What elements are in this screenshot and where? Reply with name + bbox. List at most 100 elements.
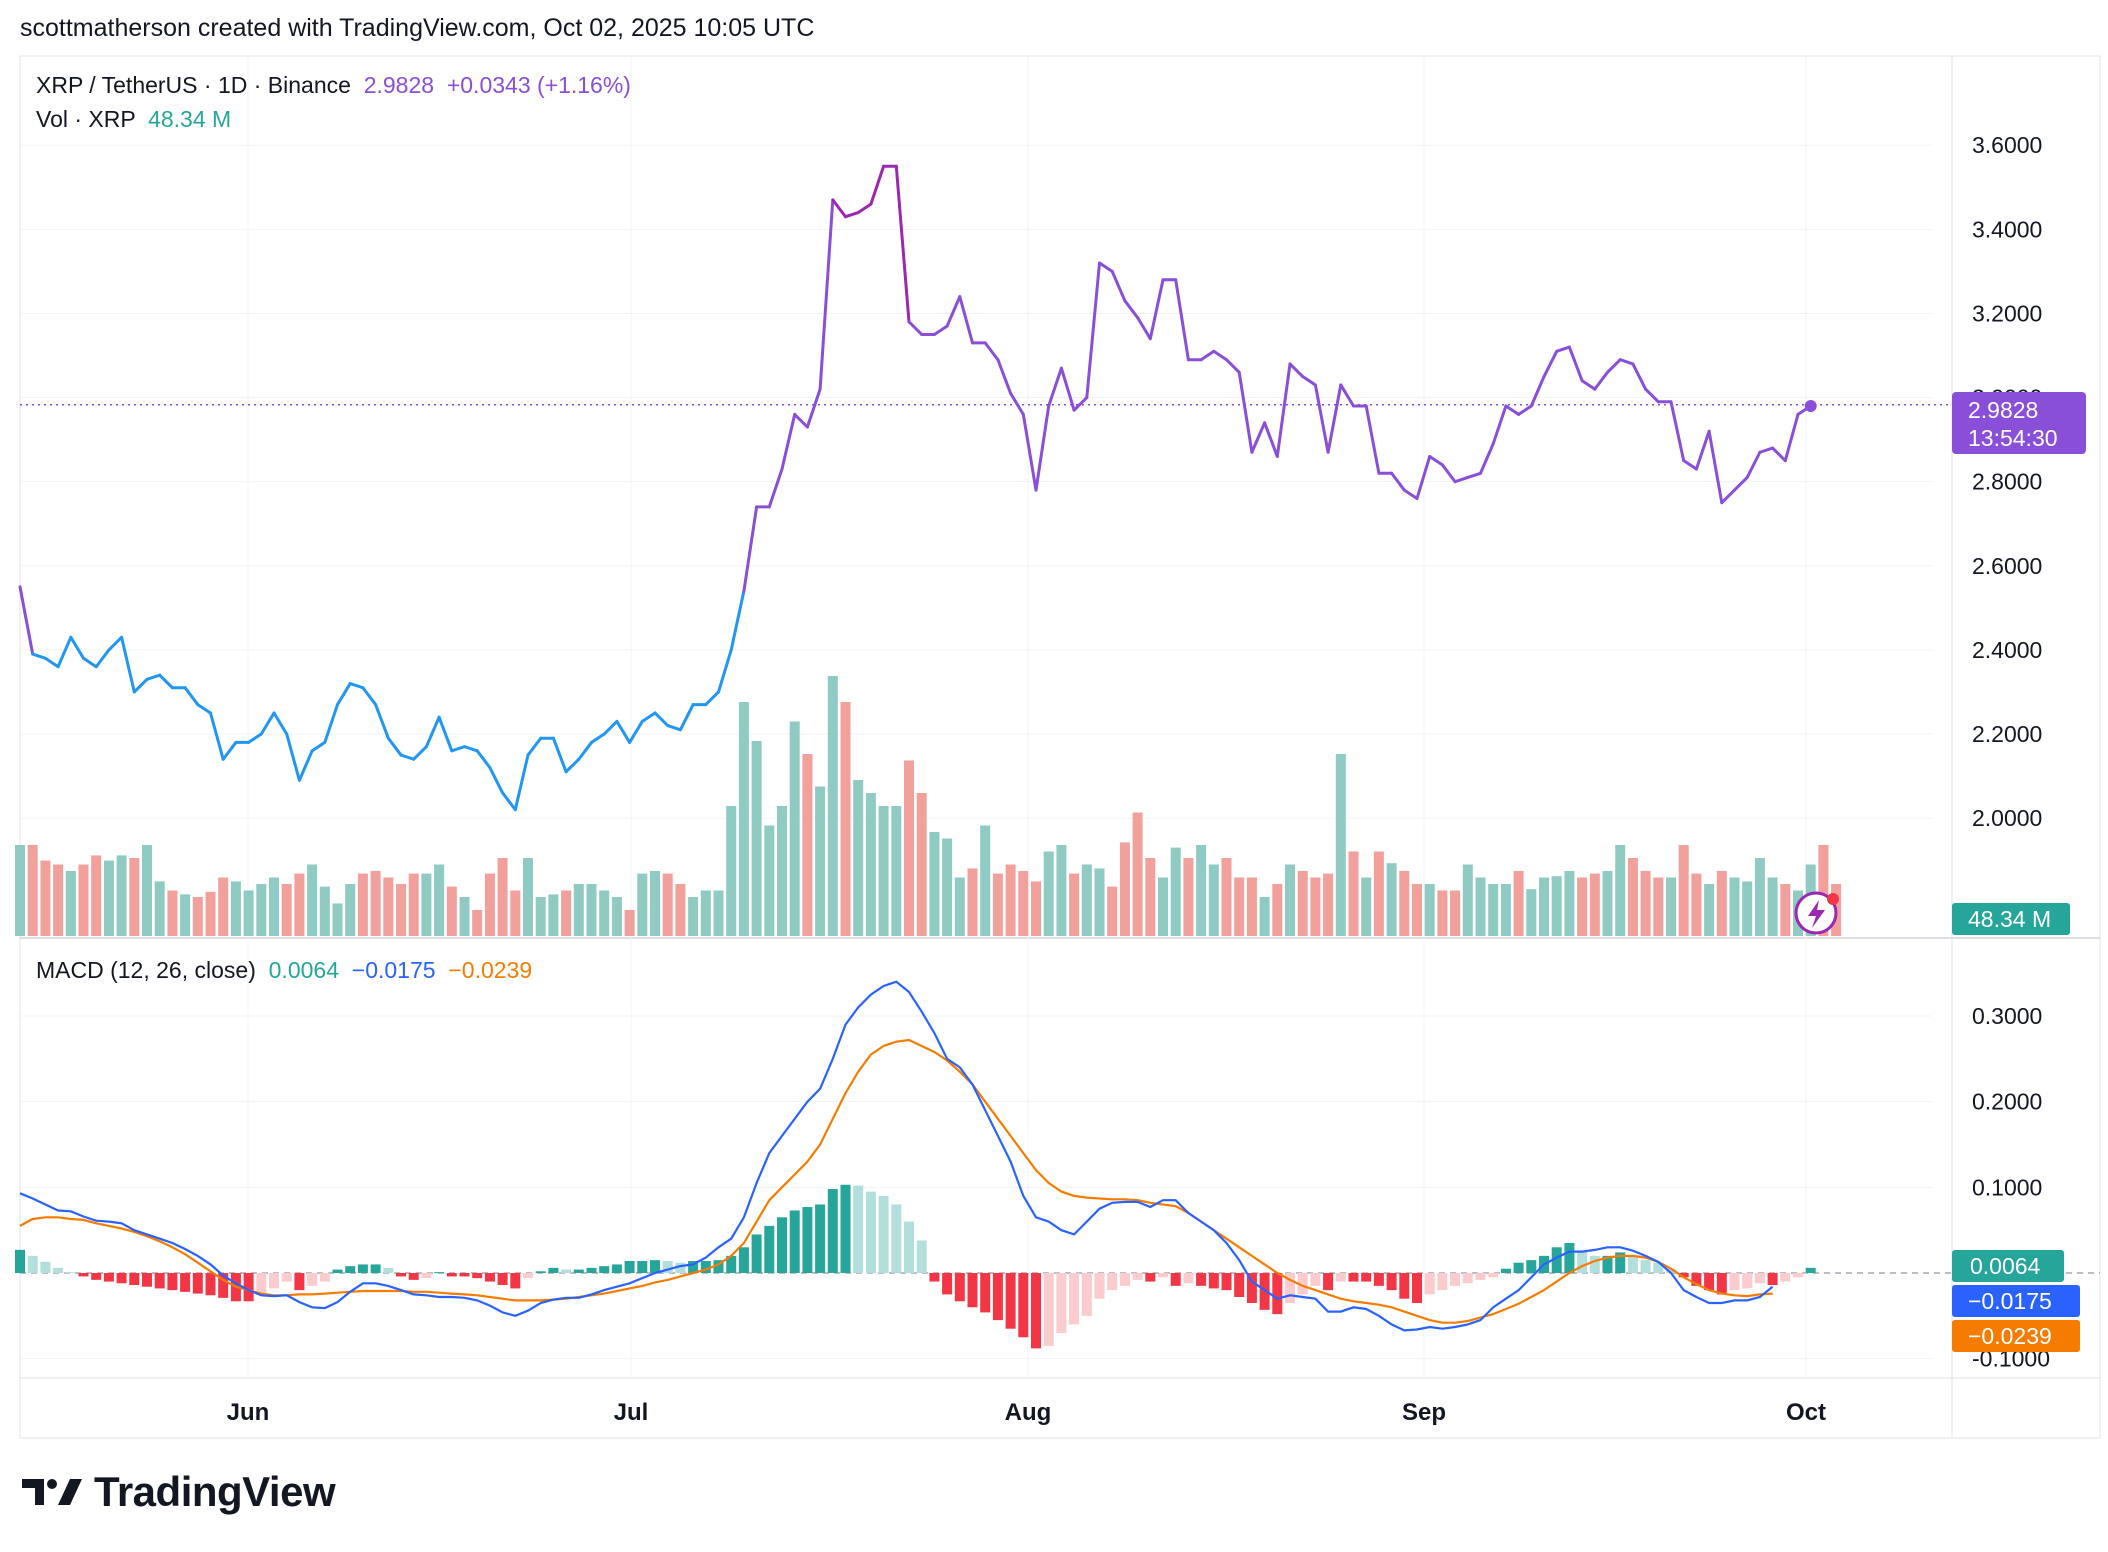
price-line-segment — [1783, 412, 1800, 463]
volume-bar — [700, 890, 711, 936]
price-line-segment — [945, 295, 962, 328]
volume-bar — [294, 873, 305, 936]
volume-bar — [230, 881, 241, 936]
price-tick-label: 2.8000 — [1972, 469, 2042, 495]
legend-change: +0.0343 (+1.16%) — [446, 72, 631, 98]
price-axis[interactable]: 3.60003.40003.20003.00002.80002.60002.40… — [1972, 132, 2050, 1371]
volume-bar — [1386, 863, 1397, 936]
macd-label[interactable]: MACD (12, 26, close) — [36, 957, 256, 983]
macd-histogram-bar — [789, 1210, 800, 1273]
volume-bar — [1818, 845, 1829, 936]
price-line-segment — [615, 719, 632, 744]
volume-label[interactable]: Vol · XRP — [36, 106, 136, 132]
price-series — [18, 164, 1952, 812]
macd-histogram-bar — [1132, 1273, 1143, 1280]
volume-bar — [1640, 871, 1651, 936]
macd-histogram-bar — [1183, 1273, 1194, 1284]
price-tick-label: 2.4000 — [1972, 637, 2042, 663]
macd-line — [19, 980, 1774, 1332]
volume-bar — [1361, 877, 1372, 936]
volume-bar — [535, 897, 546, 936]
price-line-segment — [374, 703, 390, 740]
macd-histogram-bar — [256, 1273, 267, 1295]
price-line-segment — [56, 635, 73, 669]
macd-histogram-bar — [1780, 1273, 1791, 1282]
month-label: Oct — [1786, 1399, 1826, 1426]
volume-bar — [345, 884, 356, 936]
price-line-segment — [742, 505, 759, 593]
price-line-segment — [1275, 362, 1292, 458]
macd-histogram-bar — [1513, 1262, 1524, 1273]
price-tick-label: 3.6000 — [1972, 132, 2042, 158]
volume-bar — [1272, 884, 1283, 936]
macd-histogram-bar — [802, 1207, 813, 1273]
volume-bar — [1005, 864, 1016, 936]
volume-bar — [954, 877, 965, 936]
macd-tag-value: −0.0175 — [1968, 1288, 2052, 1314]
last-price-dot — [1804, 399, 1817, 412]
macd-histogram-bar — [40, 1261, 51, 1273]
volume-bar — [357, 873, 368, 936]
macd-histogram-bar — [1399, 1273, 1410, 1299]
price-line-segment — [805, 387, 822, 429]
macd-histogram-bar — [1716, 1273, 1727, 1295]
macd-histogram-bar — [1437, 1273, 1448, 1291]
volume-bar — [891, 806, 902, 936]
macd-histogram-bar — [307, 1273, 318, 1286]
macd-histogram-bar — [1602, 1255, 1613, 1273]
volume-bar — [1754, 858, 1765, 936]
volume-bar — [396, 884, 406, 936]
volume-bar — [459, 897, 470, 936]
macd-histogram-bar — [535, 1271, 546, 1273]
volume-bar — [1310, 877, 1321, 936]
price-tick-label: 3.4000 — [1972, 216, 2042, 242]
volume-bar — [1627, 858, 1638, 936]
macd-signal-value: −0.0239 — [448, 957, 533, 983]
macd-histogram-bar — [459, 1273, 470, 1277]
macd-histogram-bar — [1373, 1273, 1384, 1286]
volume-bar — [967, 868, 978, 936]
price-line-segment — [1631, 362, 1648, 391]
price-line-segment — [1237, 370, 1254, 454]
macd-histogram-bar — [586, 1267, 597, 1273]
macd-histogram-bar — [675, 1262, 686, 1273]
price-line-segment — [43, 656, 60, 669]
volume-bar — [370, 871, 381, 936]
price-line-segment — [1263, 421, 1279, 458]
macd-histogram-bar — [1627, 1255, 1638, 1273]
price-line-segment — [1606, 358, 1622, 374]
symbol-name[interactable]: XRP / TetherUS · 1D · Binance — [36, 72, 351, 98]
price-line-segment — [831, 198, 847, 219]
volume-bar — [853, 780, 864, 936]
price-line-segment — [1199, 349, 1216, 362]
flash-icon[interactable] — [1794, 891, 1839, 935]
macd-histogram-bar — [1208, 1273, 1219, 1289]
macd-histogram-bar — [1158, 1273, 1168, 1278]
macd-histogram-bar — [637, 1261, 648, 1273]
macd-histogram-bar — [891, 1204, 902, 1273]
tradingview-logo[interactable]: TradingView — [22, 1468, 336, 1516]
volume-bar — [980, 825, 991, 936]
volume-bar — [129, 858, 140, 936]
macd-histogram-bar — [1488, 1273, 1499, 1278]
price-line-segment — [1415, 454, 1432, 500]
time-axis[interactable]: Jun Jul Aug Sep Oct — [227, 1399, 1826, 1426]
macd-histogram-bar — [1691, 1273, 1702, 1286]
macd-histogram-bar — [738, 1247, 749, 1273]
countdown-tag: 13:54:30 — [1968, 425, 2058, 451]
volume-bar — [738, 702, 749, 936]
macd-histogram-bar — [1551, 1247, 1562, 1273]
macd-histogram-bar — [980, 1273, 991, 1313]
volume-bar — [916, 793, 927, 936]
volume-bar — [662, 873, 673, 936]
macd-histogram-bar — [180, 1273, 191, 1292]
price-line-segment — [1390, 471, 1406, 492]
volume-bar — [1145, 858, 1156, 936]
volume-bar — [1043, 851, 1054, 936]
volume-bar — [992, 873, 1003, 936]
macd-histogram-bar — [929, 1273, 940, 1282]
volume-bar — [1615, 845, 1626, 936]
volume-bar — [192, 897, 203, 936]
price-line-segment — [1517, 404, 1533, 416]
